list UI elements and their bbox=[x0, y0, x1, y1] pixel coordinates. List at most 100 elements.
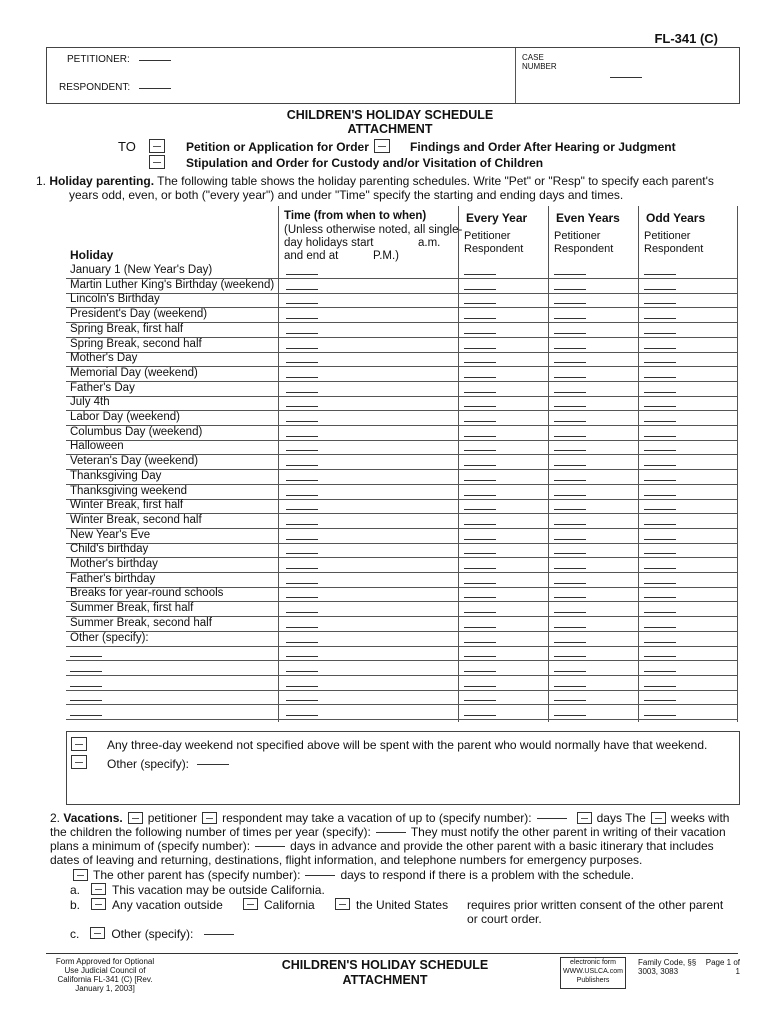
schedule-field[interactable] bbox=[554, 715, 586, 716]
schedule-field[interactable] bbox=[554, 318, 586, 320]
schedule-field[interactable] bbox=[286, 626, 318, 628]
schedule-field[interactable] bbox=[464, 479, 496, 481]
schedule-field[interactable] bbox=[644, 568, 676, 569]
item-c-field[interactable] bbox=[204, 934, 235, 935]
schedule-field[interactable] bbox=[644, 597, 676, 599]
notice-days[interactable] bbox=[255, 846, 286, 848]
schedule-field[interactable] bbox=[554, 479, 586, 481]
schedule-field[interactable] bbox=[554, 465, 586, 467]
schedule-field[interactable] bbox=[464, 303, 496, 305]
schedule-field[interactable] bbox=[554, 450, 586, 452]
schedule-field[interactable] bbox=[464, 347, 496, 349]
schedule-field[interactable] bbox=[554, 494, 586, 496]
schedule-field[interactable] bbox=[554, 568, 586, 569]
other-field[interactable] bbox=[197, 764, 229, 765]
schedule-field[interactable] bbox=[286, 288, 318, 290]
schedule-field[interactable] bbox=[554, 406, 586, 408]
schedule-field[interactable] bbox=[644, 376, 676, 378]
schedule-field[interactable] bbox=[464, 626, 496, 628]
schedule-field[interactable] bbox=[464, 509, 496, 511]
schedule-field[interactable] bbox=[464, 715, 496, 716]
holiday-blank-field[interactable] bbox=[70, 656, 102, 658]
schedule-field[interactable] bbox=[464, 670, 496, 672]
schedule-field[interactable] bbox=[286, 303, 318, 305]
schedule-field[interactable] bbox=[554, 288, 586, 290]
schedule-field[interactable] bbox=[554, 641, 586, 643]
holiday-blank-field[interactable] bbox=[70, 715, 102, 716]
case-number-field[interactable] bbox=[610, 77, 642, 78]
schedule-field[interactable] bbox=[464, 318, 496, 320]
schedule-field[interactable] bbox=[644, 553, 676, 555]
schedule-field[interactable] bbox=[554, 670, 586, 672]
respond-checkbox[interactable] bbox=[73, 869, 88, 881]
schedule-field[interactable] bbox=[286, 479, 318, 481]
schedule-field[interactable] bbox=[286, 274, 318, 275]
schedule-field[interactable] bbox=[464, 332, 496, 334]
schedule-field[interactable] bbox=[286, 435, 318, 437]
schedule-field[interactable] bbox=[644, 288, 676, 290]
schedule-field[interactable] bbox=[554, 700, 586, 702]
schedule-field[interactable] bbox=[554, 376, 586, 378]
other-checkbox[interactable] bbox=[71, 755, 87, 769]
schedule-field[interactable] bbox=[554, 582, 586, 584]
respondent-field[interactable] bbox=[139, 88, 171, 89]
days-checkbox[interactable] bbox=[576, 812, 592, 824]
schedule-field[interactable] bbox=[464, 685, 496, 687]
schedule-field[interactable] bbox=[286, 494, 318, 496]
schedule-field[interactable] bbox=[554, 597, 586, 599]
schedule-field[interactable] bbox=[464, 553, 496, 555]
petition-checkbox[interactable] bbox=[149, 139, 165, 153]
findings-checkbox[interactable] bbox=[374, 139, 390, 153]
schedule-field[interactable] bbox=[286, 553, 318, 555]
petitioner-checkbox[interactable] bbox=[127, 812, 143, 824]
schedule-field[interactable] bbox=[464, 700, 496, 702]
schedule-field[interactable] bbox=[644, 362, 676, 364]
schedule-field[interactable] bbox=[464, 597, 496, 599]
schedule-field[interactable] bbox=[644, 465, 676, 467]
schedule-field[interactable] bbox=[464, 582, 496, 584]
schedule-field[interactable] bbox=[286, 406, 318, 408]
schedule-field[interactable] bbox=[554, 391, 586, 393]
three-day-checkbox[interactable] bbox=[71, 737, 87, 751]
schedule-field[interactable] bbox=[286, 318, 318, 320]
schedule-field[interactable] bbox=[286, 465, 318, 467]
schedule-field[interactable] bbox=[554, 685, 586, 687]
schedule-field[interactable] bbox=[554, 509, 586, 511]
schedule-field[interactable] bbox=[644, 479, 676, 481]
item-c-checkbox[interactable] bbox=[90, 927, 106, 939]
schedule-field[interactable] bbox=[464, 465, 496, 467]
schedule-field[interactable] bbox=[464, 391, 496, 393]
schedule-field[interactable] bbox=[644, 715, 676, 716]
respond-days[interactable] bbox=[305, 875, 336, 877]
california-checkbox[interactable] bbox=[243, 898, 259, 910]
schedule-field[interactable] bbox=[644, 303, 676, 305]
schedule-field[interactable] bbox=[644, 670, 676, 672]
schedule-field[interactable] bbox=[286, 582, 318, 584]
schedule-field[interactable] bbox=[554, 332, 586, 334]
schedule-field[interactable] bbox=[644, 406, 676, 408]
schedule-field[interactable] bbox=[286, 509, 318, 511]
schedule-field[interactable] bbox=[464, 568, 496, 569]
schedule-field[interactable] bbox=[464, 538, 496, 540]
schedule-field[interactable] bbox=[286, 347, 318, 349]
schedule-field[interactable] bbox=[554, 656, 586, 658]
us-checkbox[interactable] bbox=[335, 898, 351, 910]
schedule-field[interactable] bbox=[644, 450, 676, 452]
schedule-field[interactable] bbox=[464, 421, 496, 422]
schedule-field[interactable] bbox=[644, 656, 676, 658]
schedule-field[interactable] bbox=[554, 612, 586, 614]
schedule-field[interactable] bbox=[286, 685, 318, 687]
schedule-field[interactable] bbox=[464, 406, 496, 408]
times-per-year[interactable] bbox=[375, 832, 406, 834]
schedule-field[interactable] bbox=[286, 656, 318, 658]
weeks-checkbox[interactable] bbox=[650, 812, 666, 824]
schedule-field[interactable] bbox=[644, 332, 676, 334]
schedule-field[interactable] bbox=[286, 450, 318, 452]
schedule-field[interactable] bbox=[464, 494, 496, 496]
schedule-field[interactable] bbox=[554, 553, 586, 555]
schedule-field[interactable] bbox=[554, 421, 586, 422]
item-a-checkbox[interactable] bbox=[91, 883, 107, 895]
schedule-field[interactable] bbox=[644, 435, 676, 437]
schedule-field[interactable] bbox=[286, 391, 318, 393]
schedule-field[interactable] bbox=[554, 523, 586, 525]
